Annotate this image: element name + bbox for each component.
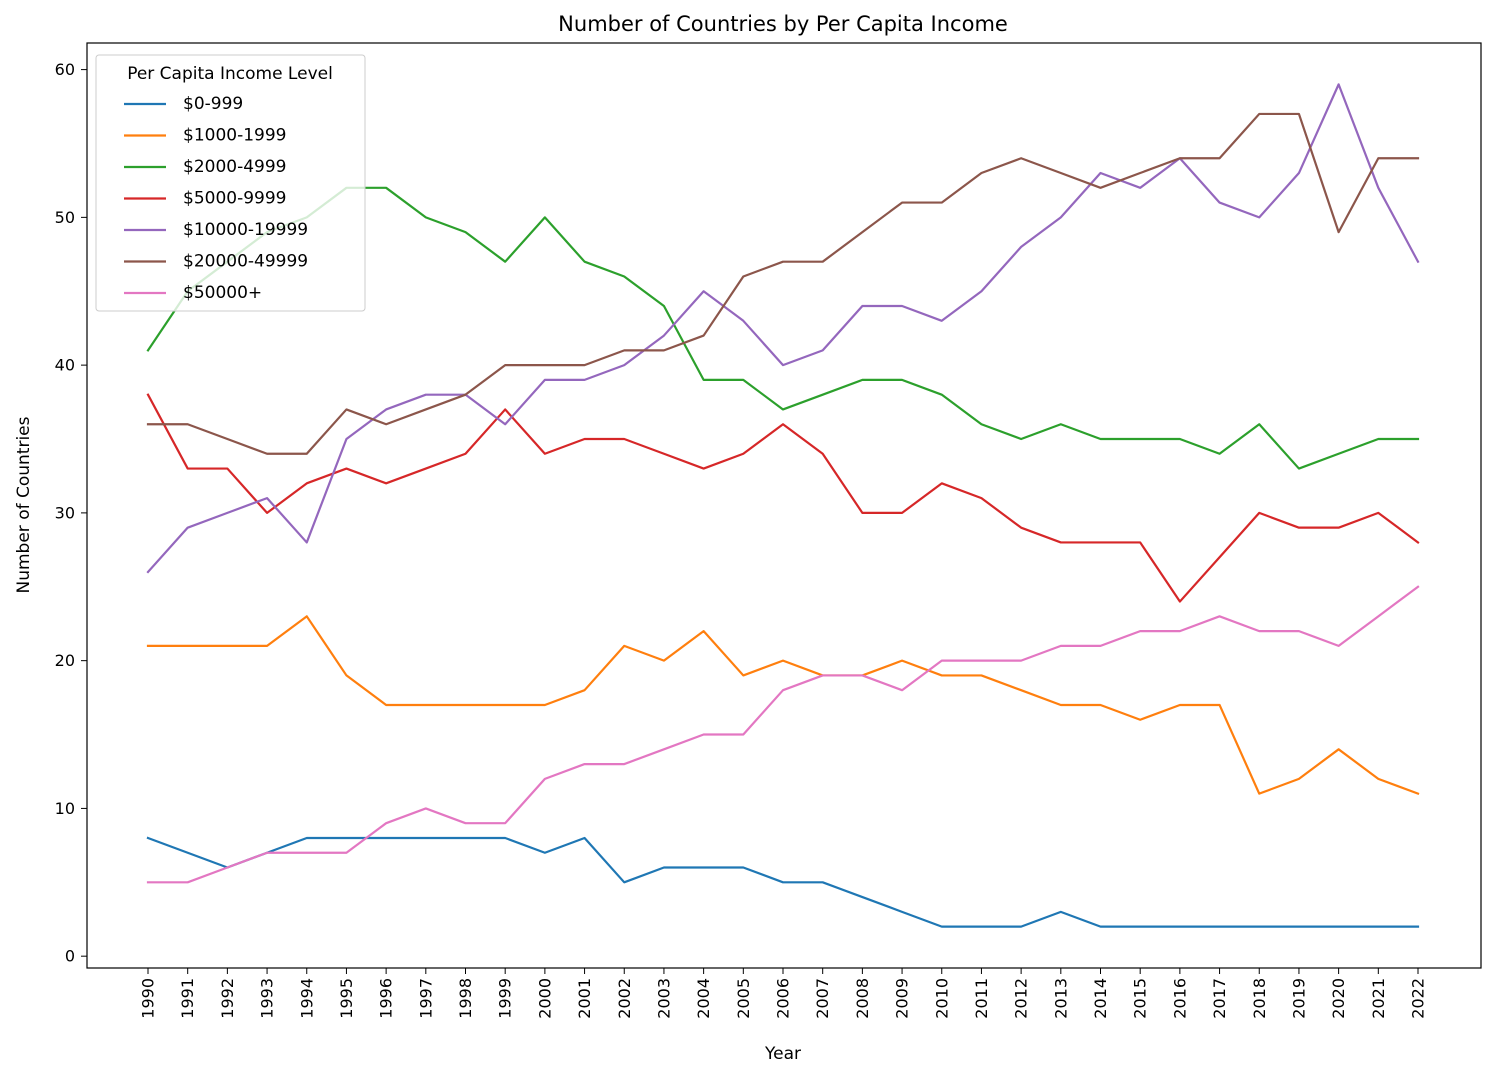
y-tick-label: 40 [55, 356, 75, 375]
series-line-4 [146, 83, 1420, 574]
x-tick-label: 2008 [853, 978, 872, 1019]
y-axis: 0 10 20 30 40 50 60 [55, 60, 87, 966]
x-tick-label: 2006 [774, 978, 793, 1019]
x-tick-label: 2010 [932, 978, 951, 1019]
x-axis: 1990 1991 1992 1993 1994 1995 1996 1997 1998 1999… [139, 968, 1428, 1019]
x-tick-label: 2001 [575, 978, 594, 1019]
x-tick-label: 2004 [694, 978, 713, 1019]
x-tick-label: 2015 [1131, 978, 1150, 1019]
series-line-0 [146, 836, 1420, 928]
x-tick-label: 2020 [1329, 978, 1348, 1019]
x-tick-label: 2016 [1170, 978, 1189, 1019]
y-tick-label: 10 [55, 799, 75, 818]
x-tick-label: 2019 [1289, 978, 1308, 1019]
series-line-5 [146, 112, 1420, 455]
y-tick-label: 0 [65, 947, 75, 966]
y-tick-label: 30 [55, 503, 75, 522]
legend-label-2: $2000-4999 [183, 157, 286, 177]
plot-frame [86, 42, 1482, 969]
x-tick-label: 1997 [416, 978, 435, 1019]
legend-label-1: $1000-1999 [183, 126, 286, 146]
legend-label-5: $20000-49999 [183, 252, 308, 272]
x-tick-label: 2014 [1091, 978, 1110, 1019]
x-tick-label: 2022 [1409, 978, 1428, 1019]
legend-label-4: $10000-19999 [183, 220, 308, 240]
x-tick-label: 2009 [893, 978, 912, 1019]
x-tick-label: 2002 [615, 978, 634, 1019]
legend-label-0: $0-999 [183, 94, 243, 114]
legend-label-6: $50000+ [183, 283, 262, 303]
x-tick-label: 2021 [1369, 978, 1388, 1019]
chart-title: Number of Countries by Per Capita Income [558, 12, 1008, 36]
x-tick-label: 1999 [496, 978, 515, 1019]
legend-entries: $0-999 $1000-1999 $2000-4999 $5000-9999 $100… [124, 94, 308, 303]
x-tick-label: 1995 [337, 978, 356, 1019]
x-tick-label: 1990 [139, 978, 158, 1019]
x-tick-label: 1992 [218, 978, 237, 1019]
x-tick-label: 1993 [258, 978, 277, 1019]
legend-title: Per Capita Income Level [127, 64, 333, 84]
x-tick-label: 1998 [456, 978, 475, 1019]
x-tick-label: 2003 [654, 978, 673, 1019]
legend: Per Capita Income Level $0-999 $1000-1999… [95, 54, 366, 312]
x-axis-label: Year [764, 1044, 801, 1064]
series-line-1 [146, 615, 1420, 796]
series-line-3 [146, 393, 1420, 603]
x-tick-label: 2013 [1051, 978, 1070, 1019]
x-tick-label: 2000 [535, 978, 554, 1019]
x-tick-label: 2012 [1012, 978, 1031, 1019]
y-tick-label: 60 [55, 60, 75, 79]
y-tick-label: 50 [55, 208, 75, 227]
legend-label-3: $5000-9999 [183, 189, 286, 209]
y-axis-label: Number of Countries [14, 416, 34, 593]
x-tick-label: 2005 [734, 978, 753, 1019]
x-tick-label: 2018 [1250, 978, 1269, 1019]
x-tick-label: 1994 [297, 978, 316, 1019]
x-tick-label: 2017 [1210, 978, 1229, 1019]
y-tick-label: 20 [55, 651, 75, 670]
series-line-6 [146, 585, 1420, 884]
legend-box [95, 54, 366, 312]
x-tick-label: 1996 [377, 978, 396, 1019]
x-tick-label: 2007 [813, 978, 832, 1019]
x-tick-label: 1991 [178, 978, 197, 1019]
x-tick-label: 2011 [972, 978, 991, 1019]
